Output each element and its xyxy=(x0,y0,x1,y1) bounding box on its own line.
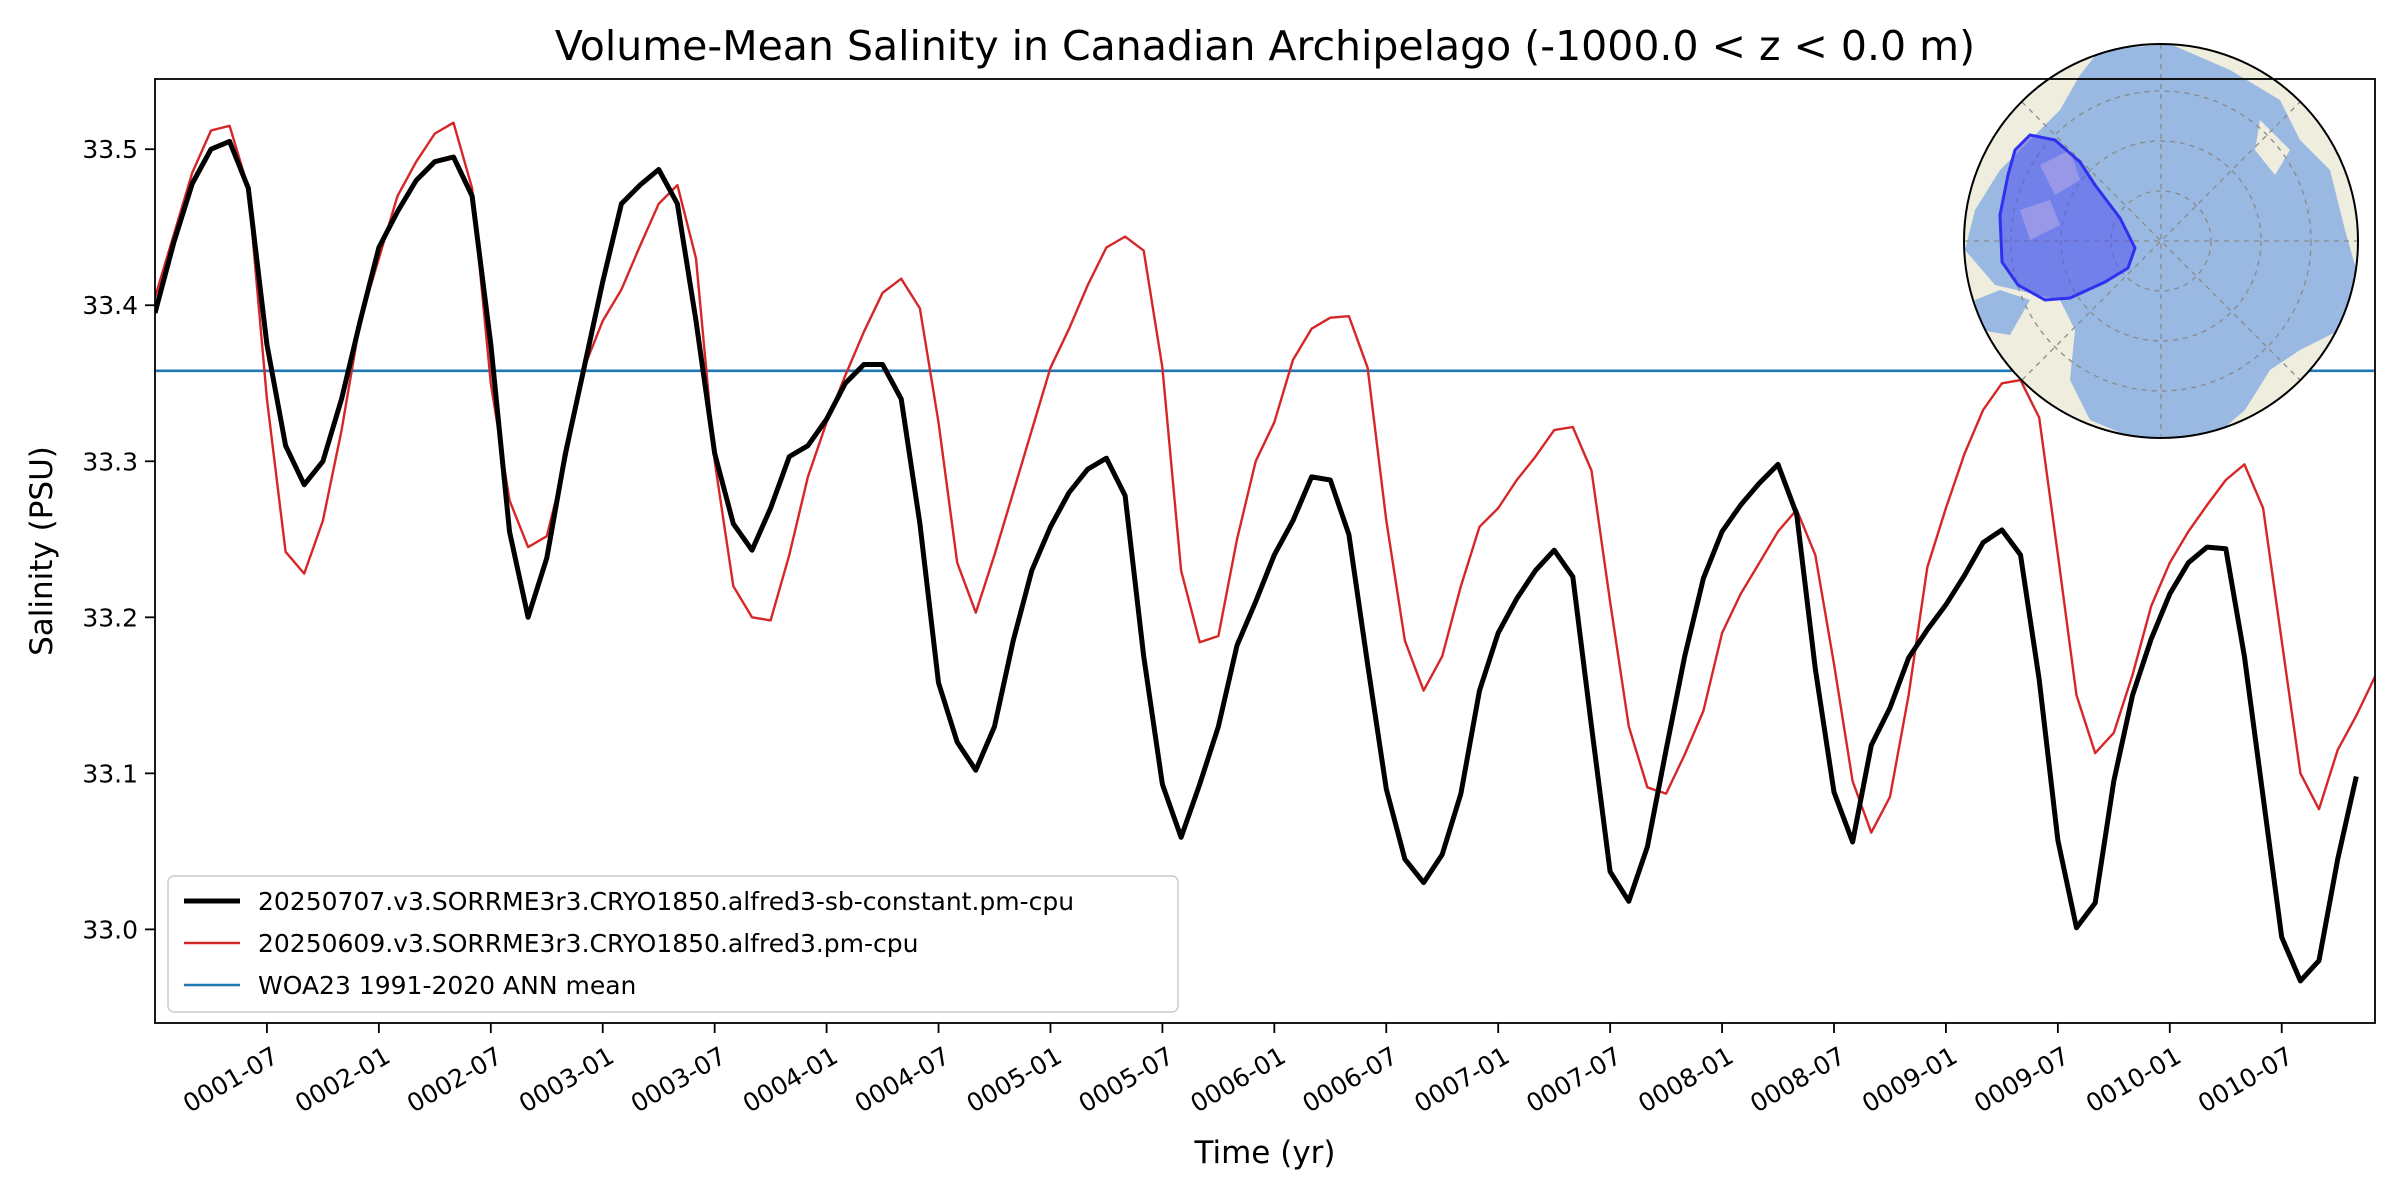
x-tick-label: 0001-07 xyxy=(178,1041,283,1118)
x-tick-label: 0006-07 xyxy=(1297,1041,1402,1118)
x-tick-label: 0010-07 xyxy=(2193,1041,2298,1118)
x-tick-label: 0002-07 xyxy=(402,1041,507,1118)
inset-map xyxy=(1963,43,2359,439)
legend: 20250707.v3.SORRME3r3.CRYO1850.alfred3-s… xyxy=(167,875,1179,1013)
x-tick-label: 0003-01 xyxy=(514,1041,619,1118)
legend-label: 20250609.v3.SORRME3r3.CRYO1850.alfred3.p… xyxy=(258,929,919,958)
x-tick-label: 0003-07 xyxy=(626,1041,731,1118)
legend-label: WOA23 1991-2020 ANN mean xyxy=(258,971,636,1000)
y-tick-label: 33.4 xyxy=(82,291,138,320)
x-tick-label: 0007-07 xyxy=(1521,1041,1626,1118)
series-line-2 xyxy=(155,121,2375,834)
series-layer xyxy=(155,121,2375,984)
y-tick-label: 33.3 xyxy=(82,447,138,476)
series-line-1 xyxy=(155,138,2359,984)
legend-label: 20250707.v3.SORRME3r3.CRYO1850.alfred3-s… xyxy=(258,887,1074,916)
x-tick-label: 0005-01 xyxy=(962,1041,1067,1118)
region-highlight xyxy=(1998,133,2137,302)
y-tick-label: 33.5 xyxy=(82,135,138,164)
x-tick-label: 0007-01 xyxy=(1409,1041,1514,1118)
x-tick-label: 0004-07 xyxy=(850,1041,955,1118)
plot-frame xyxy=(154,78,2376,1024)
y-tick-label: 33.0 xyxy=(82,915,138,944)
y-axis: 33.0 33.1 33.2 33.3 33.4 33.5 xyxy=(82,135,155,944)
x-tick-label: 0008-01 xyxy=(1633,1041,1738,1118)
x-axis: 0001-07 0002-01 0002-07 0003-01 0003-07 0004-… xyxy=(178,1023,2298,1118)
x-axis-label: Time (yr) xyxy=(1194,1135,1336,1171)
y-tick-label: 33.2 xyxy=(82,603,138,632)
x-tick-label: 0010-01 xyxy=(2081,1041,2186,1118)
x-tick-label: 0006-01 xyxy=(1186,1041,1291,1118)
x-tick-label: 0002-01 xyxy=(290,1041,395,1118)
x-tick-label: 0008-07 xyxy=(1745,1041,1850,1118)
legend-box xyxy=(167,875,1179,1013)
x-tick-label: 0004-01 xyxy=(738,1041,843,1118)
y-axis-label: Salinity (PSU) xyxy=(24,446,60,656)
x-tick-label: 0009-01 xyxy=(1857,1041,1962,1118)
chart-title: Volume-Mean Salinity in Canadian Archipe… xyxy=(555,22,1975,70)
y-tick-label: 33.1 xyxy=(82,759,138,788)
x-tick-label: 0005-07 xyxy=(1074,1041,1179,1118)
x-tick-label: 0009-07 xyxy=(1969,1041,2074,1118)
